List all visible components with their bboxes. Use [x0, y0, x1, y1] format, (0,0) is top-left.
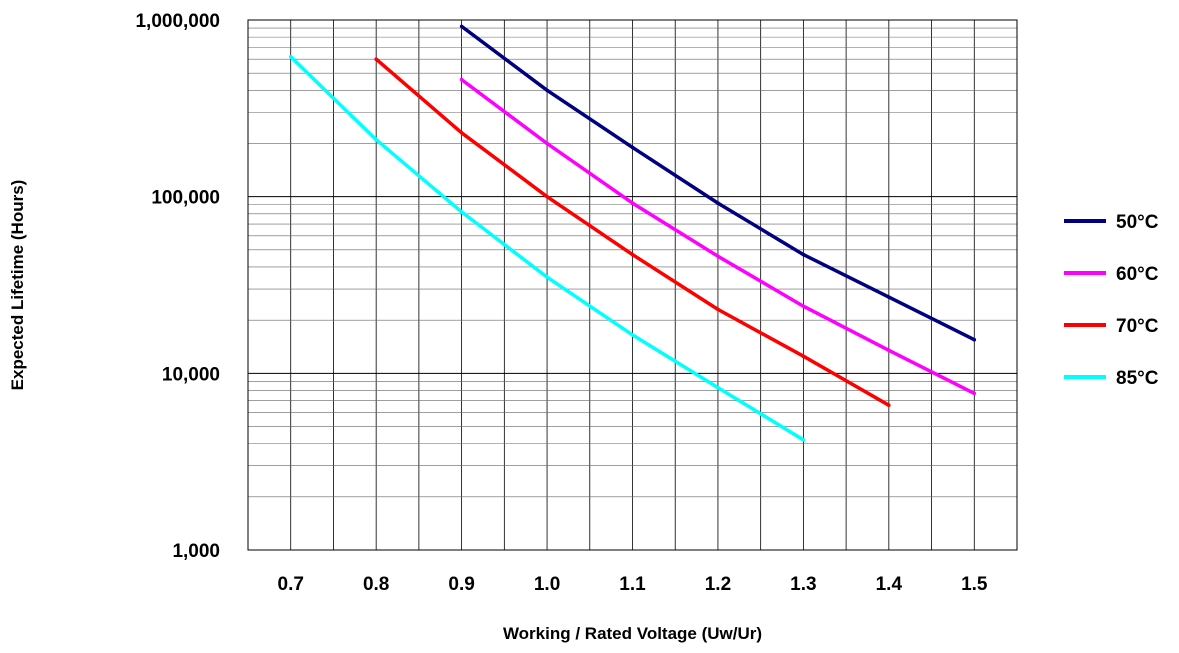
data-point: [374, 57, 378, 61]
data-point: [801, 438, 806, 442]
y-axis-title: Expected Lifetime (Hours): [8, 180, 27, 391]
data-point: [545, 275, 549, 280]
legend-label: 70°C: [1116, 316, 1159, 337]
data-point: [972, 391, 977, 396]
grid: [248, 20, 1017, 550]
data-point: [545, 141, 549, 146]
data-point: [630, 333, 635, 337]
tick-labels: 0.7 0.8 0.9 1.0 1.1 1.2 1.3 1.4 1.5 1,000 10,000 10…: [135, 11, 987, 595]
x-tick-label: 1.2: [705, 574, 731, 595]
data-point: [630, 145, 635, 150]
data-point: [887, 348, 891, 353]
x-axis-title: Working / Rated Voltage (Uw/Ur): [503, 624, 762, 643]
data-point: [716, 307, 720, 312]
x-tick-label: 0.9: [448, 574, 474, 595]
data-point: [374, 137, 378, 142]
data-point: [801, 354, 806, 359]
series-lines: [288, 24, 977, 442]
data-point: [545, 194, 549, 199]
data-point: [801, 304, 806, 308]
data-point: [801, 252, 806, 257]
data-point: [716, 254, 720, 259]
legend-label: 85°C: [1116, 368, 1159, 389]
y-tick-label: 1,000,000: [135, 11, 220, 32]
data-point: [887, 403, 891, 408]
data-point: [459, 24, 464, 29]
x-tick-label: 0.8: [363, 574, 389, 595]
x-tick-label: 1.5: [961, 574, 988, 595]
data-point: [459, 210, 464, 214]
data-point: [459, 77, 464, 82]
y-tick-label: 1,000: [172, 541, 220, 562]
x-tick-label: 1.0: [534, 574, 560, 595]
data-point: [716, 201, 720, 205]
y-tick-label: 10,000: [162, 364, 220, 385]
x-tick-label: 1.1: [619, 574, 646, 595]
plot-area-frame: [247, 19, 1018, 551]
data-point: [288, 54, 293, 59]
x-tick-label: 1.3: [790, 574, 816, 595]
y-tick-label: 100,000: [151, 188, 220, 209]
data-point: [716, 385, 720, 390]
x-tick-label: 1.4: [876, 574, 903, 595]
data-point: [887, 295, 891, 299]
legend-label: 50°C: [1116, 212, 1159, 233]
data-point: [972, 337, 977, 342]
legend-label: 60°C: [1116, 264, 1159, 285]
x-tick-label: 0.7: [278, 574, 304, 595]
data-point: [630, 252, 635, 257]
legend: 50°C 60°C 70°C 85°C: [1064, 212, 1159, 389]
data-point: [545, 88, 549, 93]
data-point: [459, 130, 464, 135]
data-point: [630, 201, 635, 205]
